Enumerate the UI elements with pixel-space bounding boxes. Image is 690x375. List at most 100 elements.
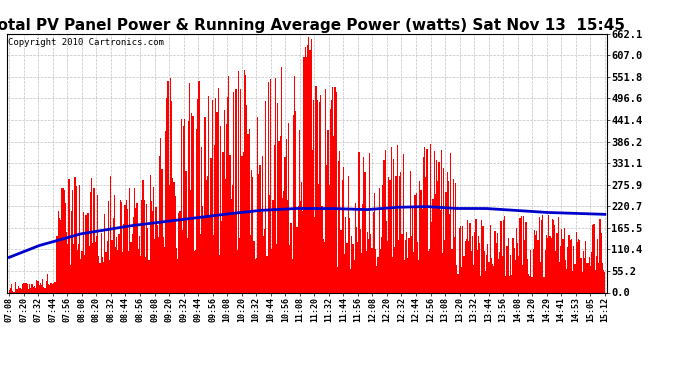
Bar	[294, 76, 295, 292]
Bar	[150, 201, 152, 292]
Bar	[511, 275, 512, 292]
Bar	[261, 212, 262, 292]
Bar	[518, 256, 520, 292]
Bar	[474, 232, 475, 292]
Bar	[513, 248, 515, 292]
Bar	[327, 130, 328, 292]
Bar	[579, 240, 580, 292]
Bar	[542, 216, 543, 292]
Bar	[528, 274, 529, 292]
Bar	[214, 145, 215, 292]
Bar	[24, 283, 26, 292]
Bar	[604, 272, 605, 292]
Bar	[250, 235, 251, 292]
Bar	[598, 262, 600, 292]
Bar	[500, 221, 502, 292]
Bar	[547, 238, 548, 292]
Bar	[377, 257, 379, 292]
Bar	[9, 290, 10, 292]
Bar	[58, 211, 59, 292]
Bar	[147, 228, 148, 292]
Bar	[208, 96, 209, 292]
Bar	[322, 239, 324, 292]
Bar	[408, 238, 410, 292]
Bar	[457, 274, 459, 292]
Bar	[564, 228, 565, 292]
Bar	[344, 254, 345, 292]
Bar	[270, 79, 271, 292]
Bar	[417, 242, 418, 292]
Bar	[389, 180, 391, 292]
Bar	[233, 92, 234, 292]
Bar	[80, 259, 81, 292]
Bar	[142, 180, 144, 292]
Bar	[146, 204, 147, 292]
Bar	[196, 129, 197, 292]
Bar	[34, 286, 35, 292]
Bar	[12, 291, 14, 292]
Bar	[256, 258, 257, 292]
Bar	[44, 288, 46, 292]
Bar	[534, 230, 535, 292]
Bar	[27, 284, 28, 292]
Bar	[456, 265, 457, 292]
Bar	[359, 228, 361, 292]
Bar	[140, 256, 141, 292]
Bar	[189, 83, 190, 292]
Bar	[116, 237, 117, 292]
Bar	[191, 113, 193, 292]
Bar	[61, 188, 62, 292]
Bar	[428, 249, 430, 292]
Bar	[338, 160, 339, 292]
Bar	[556, 233, 558, 292]
Bar	[226, 124, 227, 292]
Bar	[17, 289, 18, 292]
Bar	[549, 236, 551, 292]
Bar	[310, 39, 312, 292]
Bar	[85, 215, 86, 292]
Bar	[492, 264, 493, 292]
Bar	[126, 200, 127, 292]
Bar	[178, 213, 179, 292]
Bar	[129, 188, 130, 292]
Bar	[299, 130, 300, 292]
Bar	[498, 259, 499, 292]
Bar	[531, 277, 533, 292]
Bar	[555, 251, 556, 292]
Bar	[23, 283, 24, 292]
Bar	[264, 229, 265, 292]
Bar	[459, 228, 460, 292]
Bar	[424, 147, 425, 292]
Bar	[293, 115, 294, 292]
Bar	[19, 288, 21, 292]
Bar	[251, 170, 252, 292]
Bar	[253, 242, 255, 292]
Bar	[484, 251, 485, 292]
Bar	[442, 254, 443, 292]
Bar	[368, 239, 369, 292]
Bar	[535, 235, 536, 292]
Bar	[206, 180, 207, 292]
Bar	[505, 276, 506, 292]
Bar	[339, 151, 340, 292]
Bar	[575, 232, 577, 292]
Bar	[220, 126, 221, 292]
Bar	[103, 262, 104, 292]
Bar	[345, 217, 346, 292]
Bar	[295, 111, 296, 292]
Bar	[263, 236, 264, 292]
Bar	[190, 190, 191, 292]
Bar	[375, 249, 376, 292]
Bar	[259, 165, 261, 292]
Bar	[53, 283, 54, 292]
Bar	[79, 185, 80, 292]
Bar	[77, 251, 78, 292]
Bar	[381, 237, 382, 292]
Bar	[314, 217, 315, 292]
Bar	[273, 200, 274, 292]
Bar	[332, 87, 333, 292]
Bar	[237, 250, 238, 292]
Bar	[31, 284, 32, 292]
Bar	[97, 195, 98, 292]
Bar	[269, 195, 270, 292]
